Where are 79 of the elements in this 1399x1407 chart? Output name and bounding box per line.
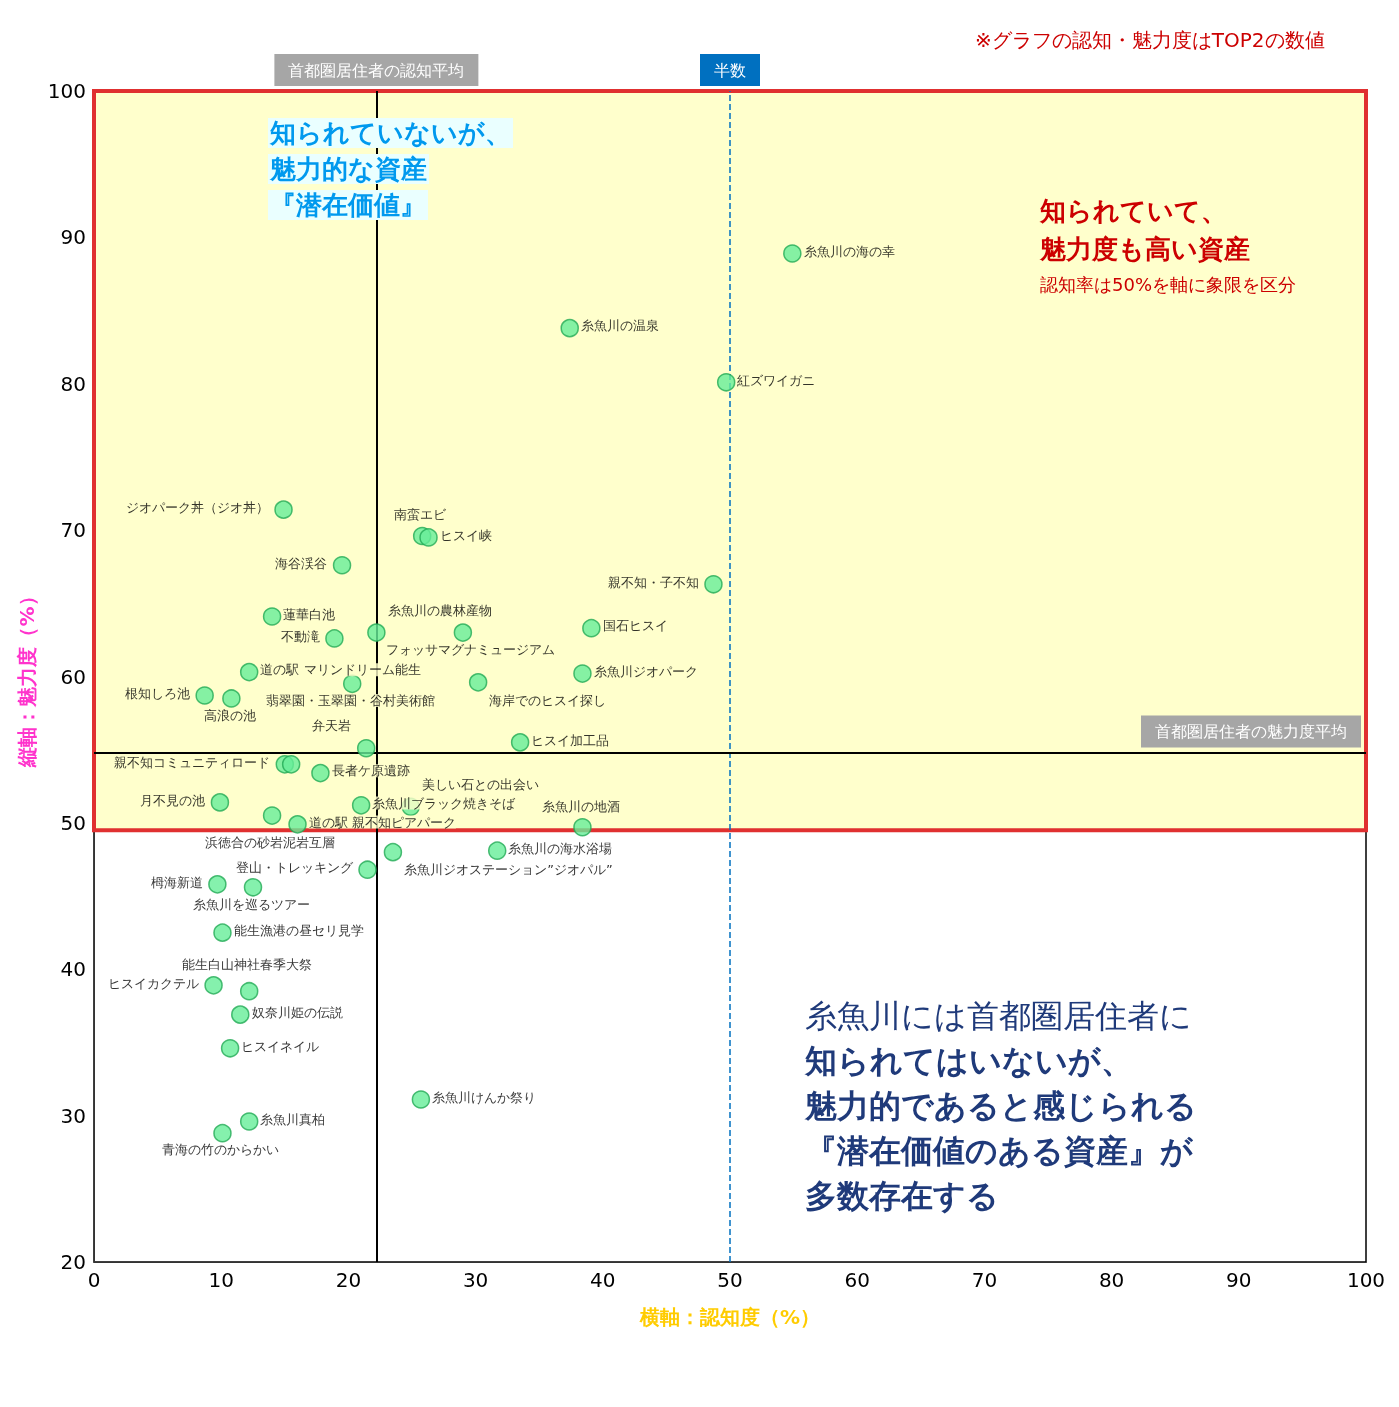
annotation: 魅力的な資産	[269, 154, 427, 184]
y-tick-label: 40	[60, 957, 86, 982]
data-label: 糸魚川ジオパーク	[593, 663, 698, 679]
data-label: 根知しろ池	[124, 685, 190, 701]
y-tick-label: 80	[60, 371, 86, 396]
annotation: 糸魚川には首都圏居住者に	[805, 997, 1192, 1035]
data-label: 糸魚川を巡るツアー	[192, 896, 310, 912]
data-label: 糸魚川の海水浴場	[508, 840, 613, 856]
data-label: ヒスイネイル	[241, 1038, 320, 1054]
data-label: 糸魚川ジオステーション”ジオパル”	[404, 862, 613, 878]
data-label: 親不知コミュニティロード	[114, 754, 271, 770]
data-label: 能生白山神社春季大祭	[182, 957, 313, 973]
data-label: 糸魚川の農林産物	[387, 602, 492, 618]
annotation: 知られてはいないが、	[804, 1042, 1133, 1080]
data-label: 青海の竹のからかい	[162, 1142, 280, 1158]
annotation: 魅力度も高い資産	[1039, 234, 1250, 264]
data-label: 美しい石との出会い	[421, 777, 539, 793]
x-tick-label: 80	[1098, 1268, 1125, 1292]
y-tick-label: 100	[47, 79, 86, 103]
data-label: 登山・トレッキング	[235, 859, 354, 875]
data-label: 高浪の池	[203, 707, 256, 723]
data-label: 糸魚川の地酒	[541, 798, 620, 814]
y-tick-label: 90	[60, 225, 86, 250]
data-label: 栂海新道	[150, 874, 203, 890]
data-label: 糸魚川ブラック焼きそば	[372, 795, 517, 811]
data-label: ヒスイカクテル	[107, 975, 199, 991]
data-label: 蓮華白池	[283, 606, 336, 622]
data-label: 糸魚川けんか祭り	[432, 1089, 537, 1105]
data-label: 道の駅 親不知ピアパーク	[308, 814, 456, 830]
data-label: 親不知・子不知	[607, 574, 699, 590]
x-tick-label: 50	[717, 1268, 743, 1292]
y-axis-title: 縦軸：魅力度（%）	[14, 586, 39, 768]
y-tick-label: 50	[60, 810, 86, 835]
data-label: 糸魚川の海の幸	[803, 243, 895, 259]
x-tick-label: 90	[1226, 1268, 1252, 1292]
ref-line-label: 首都圏居住者の魅力度平均	[1155, 722, 1347, 742]
data-label: 長者ケ原遺跡	[331, 763, 410, 779]
text: ※グラフの認知・魅力度はTOP2の数値	[975, 28, 1325, 52]
data-label: 浜徳合の砂岩泥岩互層	[205, 834, 336, 850]
y-tick-label: 70	[60, 518, 86, 543]
x-tick-label: 100	[1346, 1268, 1386, 1292]
annotation: 多数存在する	[805, 1177, 999, 1215]
data-label: 道の駅 マリンドリーム能生	[260, 662, 421, 678]
data-label: 月不見の池	[140, 792, 206, 808]
data-label: 糸魚川の温泉	[580, 318, 659, 334]
data-label: 奴奈川姫の伝説	[251, 1004, 343, 1020]
data-label: 能生漁港の昼セリ見学	[233, 922, 364, 938]
ref-line-label: 半数	[714, 60, 746, 80]
data-label: 翡翠園・玉翠園・谷村美術館	[265, 693, 435, 709]
data-label: フォッサマグナミュージアム	[385, 641, 555, 657]
x-tick-label: 70	[971, 1268, 998, 1292]
data-label: ヒスイ峡	[439, 527, 492, 543]
x-tick-label: 40	[590, 1268, 616, 1292]
data-label: 南蛮エビ	[394, 507, 448, 523]
annotation: 知られていないが、	[269, 118, 511, 148]
data-label: 糸魚川真柏	[260, 1111, 326, 1127]
annotation: 知られていて、	[1039, 196, 1227, 226]
x-axis-title: 横軸：認知度（%）	[638, 1305, 821, 1329]
annotation: 『潜在価値のある資産』が	[805, 1132, 1194, 1170]
y-tick-label: 30	[60, 1103, 86, 1128]
data-label: 紅ズワイガニ	[737, 372, 816, 388]
x-tick-label: 0	[87, 1268, 101, 1292]
data-label: 海岸でのヒスイ探し	[489, 692, 607, 708]
ref-line-label: 首都圏居住者の認知平均	[288, 60, 465, 80]
annotation: 『潜在価値』	[270, 190, 426, 220]
data-label: ジオパーク丼（ジオ丼）	[125, 499, 269, 515]
annotation: 認知率は50%を軸に象限を区分	[1040, 273, 1297, 295]
y-tick-label: 20	[60, 1250, 86, 1274]
data-label: ヒスイ加工品	[531, 732, 610, 748]
data-label: 弁天岩	[312, 718, 352, 734]
x-tick-label: 20	[335, 1268, 362, 1292]
data-label: 海谷渓谷	[275, 555, 328, 571]
x-tick-label: 30	[462, 1268, 489, 1292]
annotation: 魅力的であると感じられる	[804, 1087, 1197, 1125]
data-label: 国石ヒスイ	[602, 618, 668, 634]
x-tick-label: 10	[208, 1268, 234, 1292]
x-tick-label: 60	[844, 1268, 870, 1292]
y-tick-label: 60	[60, 664, 86, 689]
data-label: 不動滝	[280, 628, 320, 644]
